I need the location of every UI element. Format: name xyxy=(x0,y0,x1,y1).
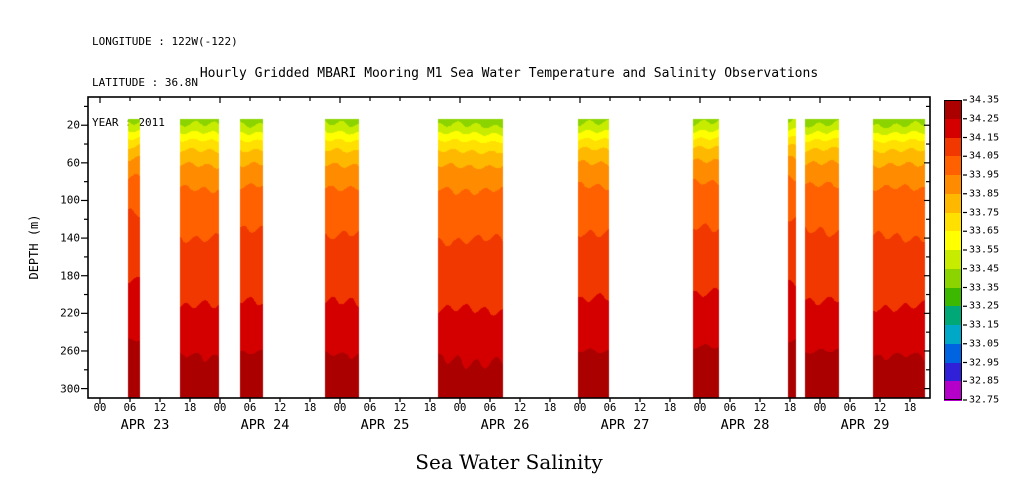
hour-tick-label: 18 xyxy=(303,402,317,414)
depth-tick-label: 180 xyxy=(60,269,80,283)
date-tick-label: APR 26 xyxy=(480,417,530,433)
colorbar-tick-label: 33.45 xyxy=(969,263,1000,275)
hour-tick-label: 00 xyxy=(213,402,227,414)
hour-tick-label: 12 xyxy=(393,402,407,414)
hour-tick-label: 12 xyxy=(633,402,647,414)
chart-caption: Sea Water Salinity xyxy=(415,450,603,474)
hour-tick-label: 12 xyxy=(873,402,887,414)
colorbar-tick-label: 33.25 xyxy=(969,300,1000,312)
hour-tick-label: 18 xyxy=(423,402,437,414)
colorbar-cell xyxy=(944,287,962,307)
colorbar-tick-label: 33.15 xyxy=(969,319,1000,331)
colorbar-cell xyxy=(944,175,962,195)
hour-tick-label: 00 xyxy=(573,402,587,414)
hour-tick-label: 12 xyxy=(153,402,167,414)
colorbar-tick-label: 33.65 xyxy=(969,225,1000,237)
date-tick-label: APR 23 xyxy=(120,417,170,433)
hour-tick-label: 18 xyxy=(183,402,197,414)
colorbar-cell xyxy=(944,306,962,326)
colorbar-cell xyxy=(944,343,962,363)
colorbar-tick-label: 33.55 xyxy=(969,244,1000,256)
colorbar-cell xyxy=(944,250,962,270)
colorbar-tick-label: 33.35 xyxy=(969,282,1000,293)
colorbar-tick-label: 34.05 xyxy=(969,150,1000,162)
salinity-heatmap xyxy=(88,97,930,398)
colorbar-cell xyxy=(944,137,962,157)
hour-tick-label: 06 xyxy=(603,402,617,414)
colorbar-cell xyxy=(944,156,962,176)
colorbar-cell xyxy=(944,325,962,345)
hour-tick-label: 06 xyxy=(243,402,257,414)
hour-tick-label: 00 xyxy=(693,402,707,414)
colorbar-tick-label: 32.75 xyxy=(969,394,1000,406)
chart-title: Hourly Gridded MBARI Mooring M1 Sea Wate… xyxy=(199,66,819,81)
depth-tick-label: 220 xyxy=(60,306,80,320)
colorbar-tick-label: 33.95 xyxy=(969,169,1000,181)
hour-tick-label: 00 xyxy=(93,402,107,414)
colorbar-tick-label: 32.95 xyxy=(969,357,1000,368)
hour-tick-label: 00 xyxy=(813,402,827,414)
hour-tick-label: 06 xyxy=(843,402,857,414)
depth-tick-label: 140 xyxy=(60,231,80,245)
date-tick-label: APR 25 xyxy=(360,417,410,433)
colorbar-tick-label: 33.05 xyxy=(969,338,1000,350)
hour-tick-label: 12 xyxy=(273,402,287,414)
hour-tick-label: 00 xyxy=(333,402,347,414)
hour-tick-label: 18 xyxy=(543,402,557,414)
depth-tick-label: 300 xyxy=(60,382,80,396)
colorbar-cell xyxy=(944,100,962,120)
hour-tick-label: 00 xyxy=(453,402,467,414)
depth-tick-label: 60 xyxy=(66,156,80,170)
hour-tick-label: 06 xyxy=(723,402,737,414)
colorbar-cell xyxy=(944,381,962,401)
date-tick-label: APR 27 xyxy=(600,417,650,433)
colorbar-cell xyxy=(944,362,962,382)
hour-tick-label: 12 xyxy=(513,402,527,414)
depth-tick-label: 260 xyxy=(60,344,80,358)
colorbar-tick-label: 33.85 xyxy=(969,188,1000,200)
colorbar-cell xyxy=(944,118,962,138)
colorbar-cell xyxy=(944,212,962,232)
colorbar-cell xyxy=(944,231,962,251)
hour-tick-label: 18 xyxy=(783,402,797,414)
date-tick-label: APR 29 xyxy=(840,417,890,433)
depth-tick-label: 100 xyxy=(60,193,80,207)
colorbar-tick-label: 33.75 xyxy=(969,207,1000,218)
hour-tick-label: 12 xyxy=(753,402,767,414)
y-axis-title: DEPTH (m) xyxy=(27,214,41,280)
colorbar-cell xyxy=(944,193,962,213)
hour-tick-label: 18 xyxy=(903,402,917,414)
hour-tick-label: 06 xyxy=(483,402,497,414)
date-tick-label: APR 28 xyxy=(720,417,770,433)
latitude-value: LATITUDE : 36.8N xyxy=(92,75,198,89)
colorbar-cell xyxy=(944,268,962,288)
colorbar-tick-label: 34.15 xyxy=(969,132,1000,143)
colorbar-frame xyxy=(944,100,962,400)
colorbar-tick-label: 34.35 xyxy=(969,94,1000,106)
hour-tick-label: 06 xyxy=(123,402,137,414)
date-tick-label: APR 24 xyxy=(240,417,290,433)
hour-tick-label: 18 xyxy=(663,402,677,414)
longitude-value: LONGITUDE : 122W(-122) xyxy=(92,35,238,48)
hour-tick-label: 06 xyxy=(363,402,377,414)
depth-tick-label: 20 xyxy=(66,118,80,132)
colorbar-tick-label: 32.85 xyxy=(969,375,1000,387)
colorbar-tick-label: 34.25 xyxy=(969,113,1000,125)
